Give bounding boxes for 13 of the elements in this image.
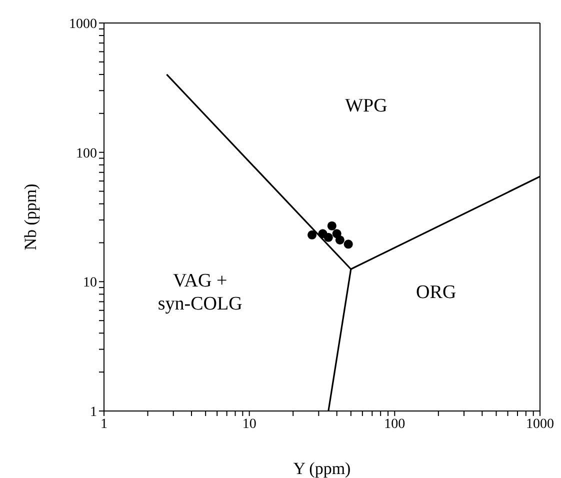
x-axis-title: Y (ppm) — [293, 459, 351, 478]
x-tick-label: 1 — [100, 416, 108, 432]
y-axis-title: Nb (ppm) — [21, 184, 40, 250]
x-tick-label: 10 — [242, 416, 256, 432]
y-tick-label: 100 — [76, 146, 97, 162]
x-tick-label: 100 — [384, 416, 406, 432]
annotation: VAG + syn-COLG — [158, 270, 243, 315]
annotation: ORG — [416, 282, 456, 304]
annotation: WPG — [345, 95, 388, 116]
y-tick-label: 1 — [90, 404, 97, 420]
y-tick-label: 1000 — [69, 16, 97, 32]
y-tick-label: 10 — [83, 276, 97, 291]
x-tick-label: 1000 — [526, 416, 554, 432]
